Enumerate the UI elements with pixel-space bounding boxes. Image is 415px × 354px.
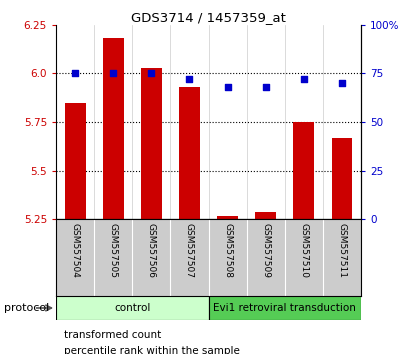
Bar [332, 138, 352, 219]
Point [300, 76, 307, 82]
Bar [141, 68, 162, 219]
Point [262, 84, 269, 90]
Point [339, 80, 345, 86]
Point [148, 70, 155, 76]
Text: GSM557504: GSM557504 [71, 223, 80, 278]
Point [72, 70, 78, 76]
Text: GSM557509: GSM557509 [261, 223, 270, 278]
Text: GSM557510: GSM557510 [299, 223, 308, 278]
Text: control: control [114, 303, 151, 313]
Point [224, 84, 231, 90]
FancyBboxPatch shape [56, 296, 209, 320]
Text: GSM557505: GSM557505 [109, 223, 118, 278]
Title: GDS3714 / 1457359_at: GDS3714 / 1457359_at [131, 11, 286, 24]
Bar [217, 216, 238, 219]
Text: percentile rank within the sample: percentile rank within the sample [64, 346, 240, 354]
FancyBboxPatch shape [209, 296, 361, 320]
Text: GSM557506: GSM557506 [147, 223, 156, 278]
Bar [293, 122, 314, 219]
Bar [255, 212, 276, 219]
Text: GSM557508: GSM557508 [223, 223, 232, 278]
Text: transformed count: transformed count [64, 330, 161, 340]
Point [186, 76, 193, 82]
Bar [179, 87, 200, 219]
Bar [65, 103, 85, 219]
Point [110, 70, 117, 76]
Text: GSM557511: GSM557511 [337, 223, 347, 278]
Text: GSM557507: GSM557507 [185, 223, 194, 278]
Text: Evi1 retroviral transduction: Evi1 retroviral transduction [213, 303, 356, 313]
Bar [103, 39, 124, 219]
Text: protocol: protocol [4, 303, 49, 313]
